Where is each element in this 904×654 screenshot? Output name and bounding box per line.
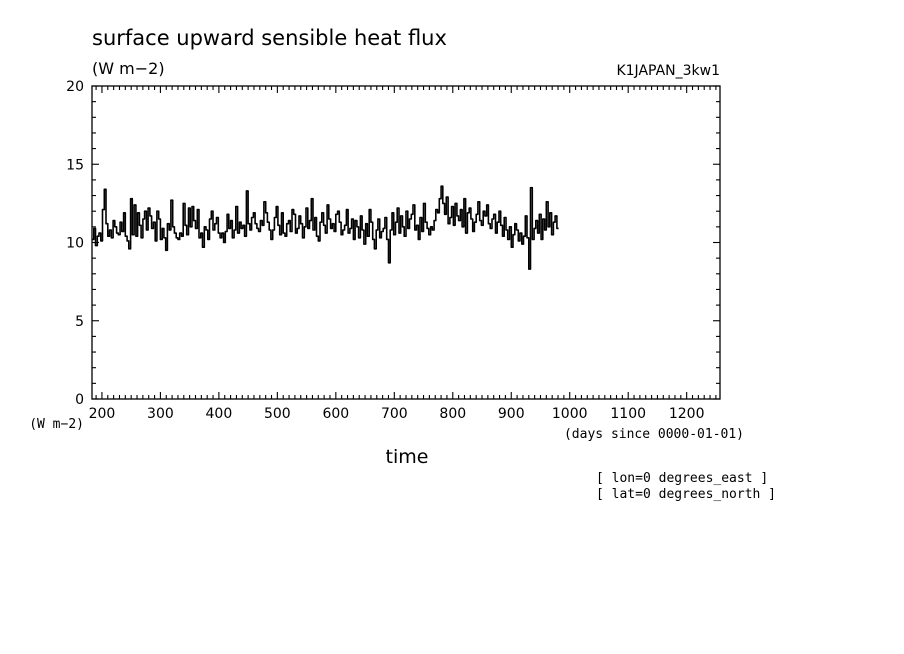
x-tick-label: 600 xyxy=(322,406,349,422)
x-tick-label: 1000 xyxy=(552,406,588,422)
y-tick-label: 0 xyxy=(75,392,84,408)
y-tick-label: 15 xyxy=(66,157,84,173)
x-tick-label: 700 xyxy=(381,406,408,422)
experiment-label: K1JAPAN_3kw1 xyxy=(616,63,720,79)
plot-frame xyxy=(91,85,721,400)
x-tick-label: 1200 xyxy=(669,406,705,422)
x-tick-label: 500 xyxy=(264,406,291,422)
units-label: (W m−2) xyxy=(92,59,165,78)
x-tick-label: 900 xyxy=(498,406,525,422)
tick-marks xyxy=(92,85,720,400)
chart-title: surface upward sensible heat flux xyxy=(92,26,447,50)
x-tick-label: 400 xyxy=(206,406,233,422)
x-tick-label: 1100 xyxy=(610,406,646,422)
x-tick-label: 200 xyxy=(89,406,116,422)
x-tick-label: 800 xyxy=(439,406,466,422)
y-axis-label: (W m−2) xyxy=(29,417,84,432)
x-tick-label: 300 xyxy=(147,406,174,422)
x-axis-label: time xyxy=(386,446,429,468)
x-axis-units: (days since 0000-01-01) xyxy=(564,427,744,442)
tick-labels: 200 300 400 500 600 700 800 900 1000 1100 1200 0 5 10… xyxy=(66,79,704,422)
y-tick-label: 5 xyxy=(75,314,84,330)
annotation-lat: [ lat=0 degrees_north ] xyxy=(596,487,776,502)
annotation-lon: [ lon=0 degrees_east ] xyxy=(596,471,768,486)
series-line xyxy=(92,185,559,270)
y-tick-label: 20 xyxy=(66,79,84,95)
y-tick-label: 10 xyxy=(66,236,84,252)
